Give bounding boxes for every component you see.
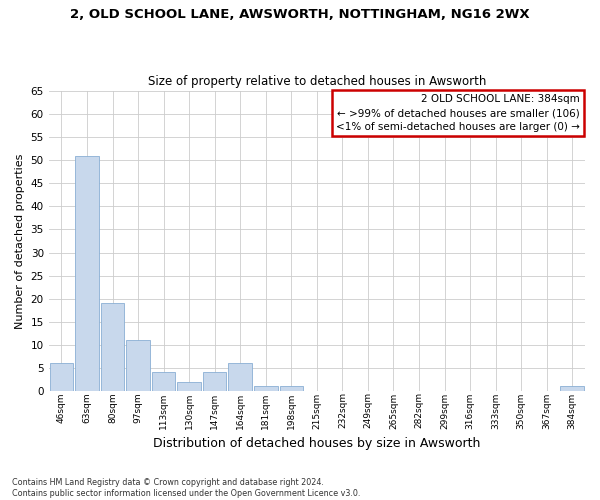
Bar bbox=[229, 363, 252, 391]
Text: Contains HM Land Registry data © Crown copyright and database right 2024.
Contai: Contains HM Land Registry data © Crown c… bbox=[12, 478, 361, 498]
Bar bbox=[560, 386, 584, 391]
Bar bbox=[101, 304, 124, 391]
Y-axis label: Number of detached properties: Number of detached properties bbox=[15, 154, 25, 328]
Bar bbox=[152, 372, 175, 391]
Bar bbox=[254, 386, 278, 391]
Bar bbox=[75, 156, 99, 391]
X-axis label: Distribution of detached houses by size in Awsworth: Distribution of detached houses by size … bbox=[153, 437, 481, 450]
Bar bbox=[50, 363, 73, 391]
Title: Size of property relative to detached houses in Awsworth: Size of property relative to detached ho… bbox=[148, 76, 486, 88]
Bar bbox=[127, 340, 150, 391]
Text: 2 OLD SCHOOL LANE: 384sqm
← >99% of detached houses are smaller (106)
<1% of sem: 2 OLD SCHOOL LANE: 384sqm ← >99% of deta… bbox=[336, 94, 580, 132]
Bar bbox=[178, 382, 201, 391]
Bar bbox=[280, 386, 303, 391]
Text: 2, OLD SCHOOL LANE, AWSWORTH, NOTTINGHAM, NG16 2WX: 2, OLD SCHOOL LANE, AWSWORTH, NOTTINGHAM… bbox=[70, 8, 530, 20]
Bar bbox=[203, 372, 226, 391]
